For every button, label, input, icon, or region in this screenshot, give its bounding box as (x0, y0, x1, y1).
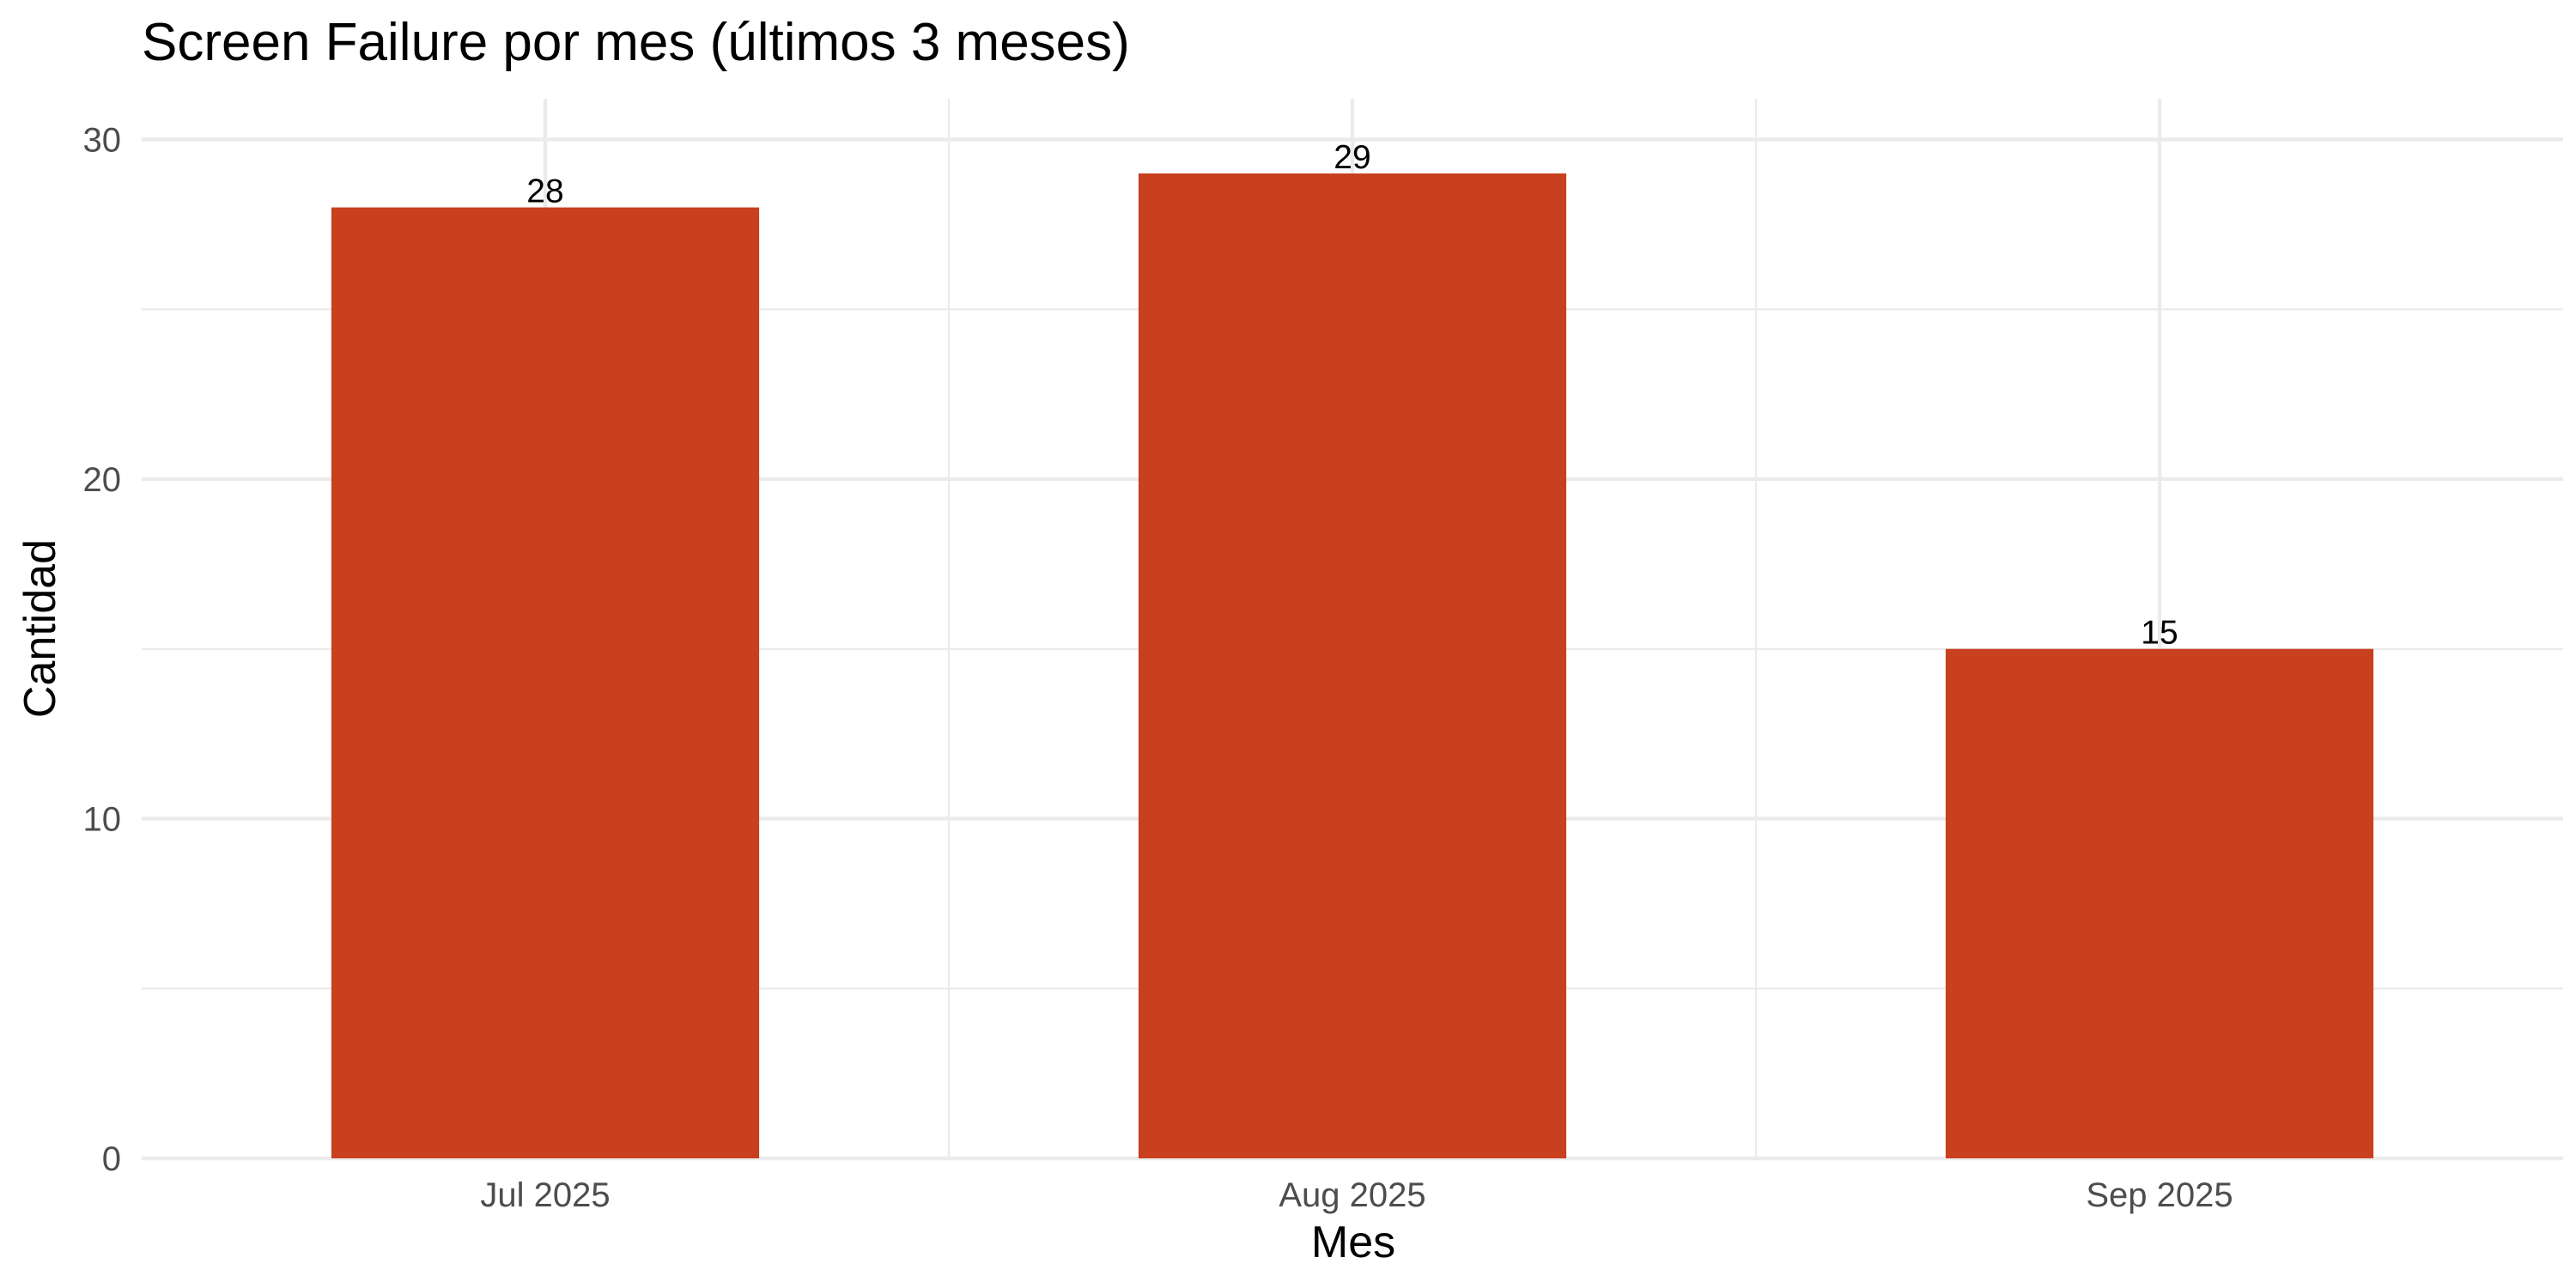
y-axis-title: Cantidad (15, 539, 65, 718)
bar-aug-2025 (1138, 173, 1567, 1158)
x-tick-label: Sep 2025 (2086, 1176, 2233, 1214)
y-tick-label: 30 (83, 121, 122, 159)
data-label: 29 (1334, 139, 1370, 176)
bars (331, 173, 2374, 1159)
x-tick-label: Aug 2025 (1279, 1176, 1425, 1214)
y-tick-label: 10 (83, 800, 122, 838)
chart-title: Screen Failure por mes (últimos 3 meses) (142, 13, 1130, 72)
data-label: 28 (526, 173, 563, 210)
x-tick-label: Jul 2025 (480, 1176, 610, 1214)
y-axis-ticks: 0 10 20 30 (83, 121, 122, 1178)
bar-jul-2025 (331, 207, 760, 1159)
x-axis-title: Mes (1311, 1218, 1395, 1267)
y-tick-label: 0 (102, 1140, 121, 1178)
bar-sep-2025 (1945, 648, 2374, 1158)
y-tick-label: 20 (83, 461, 122, 499)
data-labels: 28 29 15 (526, 139, 2178, 652)
x-axis-ticks: Jul 2025 Aug 2025 Sep 2025 (480, 1176, 2233, 1214)
data-label: 15 (2141, 615, 2178, 652)
